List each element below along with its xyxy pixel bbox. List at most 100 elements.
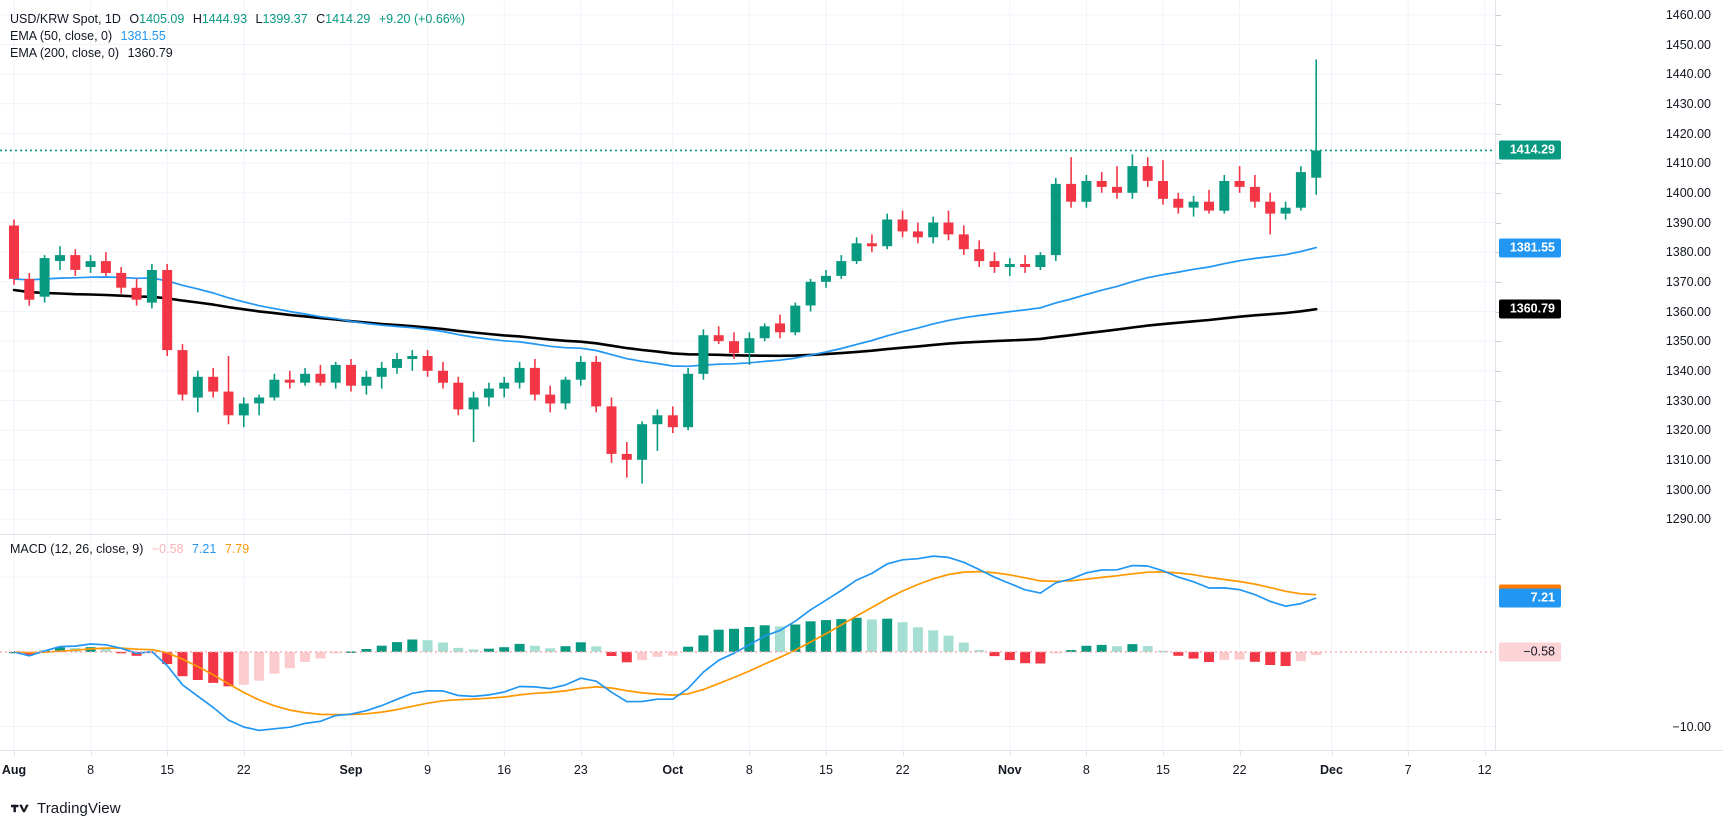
- ema50-badge[interactable]: 1381.55: [1499, 238, 1561, 258]
- low-value: 1399.37: [262, 12, 308, 26]
- change-value: +9.20 (+0.66%): [378, 12, 466, 26]
- time-axis-tickmark: [1239, 750, 1241, 756]
- price-axis-tick: 1460.00: [1665, 7, 1711, 22]
- price-pane[interactable]: [0, 0, 1495, 534]
- time-axis-label: 22: [895, 763, 910, 777]
- close-value: 1414.29: [325, 12, 371, 26]
- high-value: 1444.93: [201, 12, 248, 26]
- tradingview-brand[interactable]: TradingView: [11, 800, 121, 817]
- price-axis-tickmark: [1495, 222, 1501, 224]
- price-axis-tickmark: [1495, 252, 1501, 254]
- time-axis-label: 8: [87, 763, 95, 777]
- price-axis-tick: 1360.00: [1665, 304, 1711, 319]
- ema200-legend-row[interactable]: EMA (200, close, 0) 1360.79: [10, 45, 465, 62]
- price-axis-tickmark: [1495, 370, 1501, 372]
- time-axis-tickmark: [1163, 750, 1164, 756]
- macd-axis-tick: −10.00: [1672, 719, 1711, 734]
- price-axis-tick: 1390.00: [1665, 215, 1711, 230]
- time-axis-tickmark: [351, 750, 352, 756]
- open-value: 1405.09: [139, 12, 185, 26]
- price-axis-tick: 1410.00: [1665, 156, 1711, 171]
- time-axis-label: 22: [1232, 763, 1247, 777]
- low-label: L: [255, 12, 263, 26]
- close-label: C: [316, 12, 326, 26]
- price-plot: [0, 0, 1495, 534]
- price-axis-tick: 1380.00: [1665, 245, 1711, 260]
- price-axis-border: [1495, 0, 1496, 750]
- time-axis-label: 8: [1082, 763, 1090, 777]
- time-axis-label: Oct: [662, 763, 684, 777]
- price-axis-tick: 1300.00: [1665, 482, 1711, 497]
- price-axis[interactable]: 1290.00 1300.00 1310.00 1320.00 1330.00 1340.…: [1495, 0, 1723, 750]
- price-axis-tickmark: [1495, 430, 1501, 432]
- macd-line-value: 7.21: [192, 542, 217, 556]
- macd-legend[interactable]: MACD (12, 26, close, 9) −0.58 7.21 7.79: [10, 541, 249, 558]
- price-axis-tick: 1320.00: [1665, 423, 1711, 438]
- price-axis-tick: 1420.00: [1665, 126, 1711, 141]
- price-axis-tickmark: [1495, 163, 1501, 165]
- macd-signal-value: 7.79: [224, 542, 250, 556]
- price-axis-tickmark: [1495, 311, 1501, 313]
- price-axis-tickmark: [1495, 44, 1501, 46]
- time-axis-separator: [0, 750, 1723, 751]
- symbol-ohlc-row[interactable]: USD/KRW Spot, 1D O1405.09 H1444.93 L1399…: [10, 11, 465, 28]
- time-axis-tickmark: [90, 750, 92, 756]
- macd-line-badge[interactable]: 7.21: [1499, 588, 1561, 608]
- price-axis-tick: 1310.00: [1665, 452, 1711, 467]
- time-axis-label: 8: [745, 763, 753, 777]
- time-axis-label: Nov: [997, 763, 1022, 777]
- time-axis-label: 23: [573, 763, 588, 777]
- price-axis-tick: 1290.00: [1665, 512, 1711, 527]
- symbol-title[interactable]: USD/KRW Spot, 1D: [10, 12, 121, 26]
- price-axis-tick: 1450.00: [1665, 37, 1711, 52]
- time-axis-tickmark: [1484, 750, 1486, 756]
- price-axis-tickmark: [1495, 519, 1501, 521]
- ema200-label: EMA (200, close, 0): [10, 46, 120, 60]
- time-axis-label: 9: [424, 763, 432, 777]
- price-axis-tickmark: [1495, 192, 1501, 194]
- time-axis-label: 12: [1477, 763, 1492, 777]
- price-axis-tickmark: [1495, 281, 1501, 283]
- last-price-badge[interactable]: 1414.29: [1499, 140, 1561, 160]
- price-axis-tick: 1330.00: [1665, 393, 1711, 408]
- price-axis-tickmark: [1495, 133, 1501, 135]
- price-axis-tick: 1440.00: [1665, 67, 1711, 82]
- macd-plot: [0, 535, 1495, 750]
- time-axis-label: 16: [497, 763, 512, 777]
- ema200-value: 1360.79: [127, 46, 173, 60]
- ema50-label: EMA (50, close, 0): [10, 29, 113, 43]
- time-axis-tickmark: [580, 750, 582, 756]
- time-axis[interactable]: Aug 8 15 22 Sep 9 16 23 Oct 8 15 22 Nov 8 15 22 Dec 7 12: [0, 750, 1495, 790]
- macd-legend-row[interactable]: MACD (12, 26, close, 9) −0.58 7.21 7.79: [10, 541, 249, 558]
- time-axis-tickmark: [749, 750, 751, 756]
- time-axis-tickmark: [902, 750, 904, 756]
- price-axis-tickmark: [1495, 400, 1501, 402]
- time-axis-tickmark: [427, 750, 429, 756]
- ema200-badge[interactable]: 1360.79: [1499, 299, 1561, 319]
- time-axis-label: 15: [819, 763, 833, 777]
- price-axis-tickmark: [1495, 74, 1501, 76]
- price-legend: USD/KRW Spot, 1D O1405.09 H1444.93 L1399…: [10, 11, 465, 62]
- time-axis-tickmark: [14, 750, 15, 756]
- time-axis-tickmark: [243, 750, 245, 756]
- ema50-value: 1381.55: [120, 29, 166, 43]
- time-axis-tickmark: [1331, 750, 1333, 756]
- time-axis-label: 7: [1404, 763, 1412, 777]
- price-axis-tickmark: [1495, 103, 1501, 105]
- macd-hist-badge[interactable]: −0.58: [1499, 642, 1561, 662]
- tradingview-logo-icon: [11, 804, 29, 813]
- time-axis-label: Dec: [1320, 763, 1343, 777]
- macd-hist-value: −0.58: [151, 542, 184, 556]
- price-axis-tick: 1370.00: [1665, 274, 1711, 289]
- macd-title: MACD (12, 26, close, 9): [10, 542, 144, 556]
- ema50-legend-row[interactable]: EMA (50, close, 0) 1381.55: [10, 28, 465, 45]
- time-axis-tickmark: [1009, 750, 1011, 756]
- time-axis-label: 15: [160, 763, 175, 777]
- time-axis-label: 22: [236, 763, 251, 777]
- pane-separator: [0, 534, 1723, 535]
- price-axis-tickmark: [1495, 14, 1501, 16]
- price-axis-tickmark: [1495, 489, 1501, 491]
- time-axis-label: Sep: [339, 763, 363, 777]
- macd-pane[interactable]: [0, 535, 1495, 750]
- price-axis-tickmark: [1495, 459, 1501, 461]
